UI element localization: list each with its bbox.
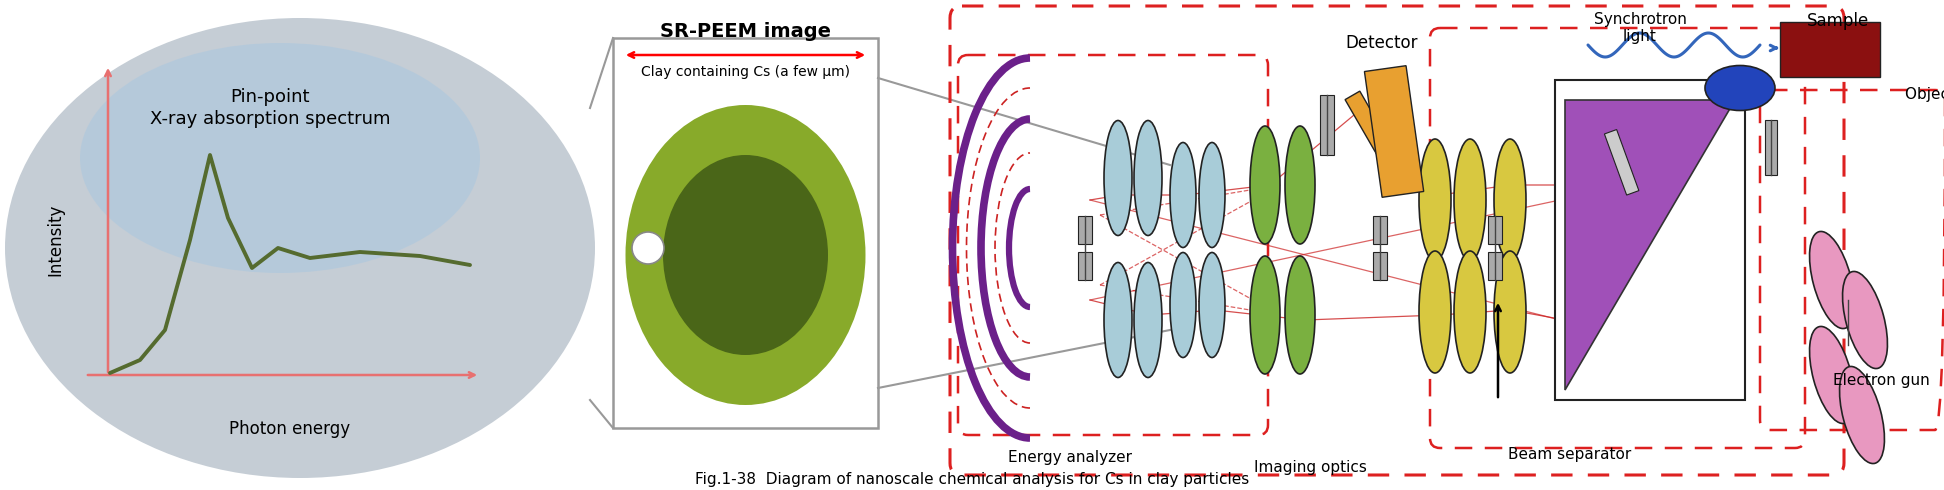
Ellipse shape — [1104, 121, 1131, 236]
Bar — [1781, 22, 1880, 77]
Ellipse shape — [80, 43, 480, 273]
Ellipse shape — [1133, 263, 1163, 377]
Polygon shape — [1365, 66, 1423, 197]
Bar — [1555, 80, 1746, 400]
Bar — [1079, 216, 1093, 244]
Text: Clay containing Cs (a few μm): Clay containing Cs (a few μm) — [642, 65, 850, 79]
Bar — [1487, 216, 1503, 244]
Ellipse shape — [1104, 263, 1131, 377]
Ellipse shape — [1810, 231, 1855, 329]
Text: Energy analyzer: Energy analyzer — [1009, 450, 1131, 465]
Polygon shape — [1345, 91, 1402, 173]
Bar — [1765, 120, 1777, 175]
Ellipse shape — [1419, 251, 1450, 373]
Bar — [1487, 252, 1503, 280]
Text: Electron gun: Electron gun — [1833, 372, 1930, 388]
Ellipse shape — [626, 105, 865, 405]
Text: Detector: Detector — [1345, 34, 1419, 52]
Ellipse shape — [1285, 126, 1314, 244]
Ellipse shape — [1170, 252, 1196, 358]
Ellipse shape — [1839, 367, 1884, 464]
Polygon shape — [1604, 129, 1639, 195]
Bar — [612, 38, 879, 428]
Ellipse shape — [1250, 126, 1279, 244]
Ellipse shape — [1495, 139, 1526, 261]
Text: Pin-point
X-ray absorption spectrum: Pin-point X-ray absorption spectrum — [150, 88, 391, 128]
Ellipse shape — [1843, 271, 1888, 368]
Ellipse shape — [1199, 252, 1225, 358]
Polygon shape — [1565, 100, 1734, 390]
Text: Beam separator: Beam separator — [1509, 447, 1631, 462]
Ellipse shape — [6, 18, 595, 478]
Ellipse shape — [1250, 256, 1279, 374]
Bar — [1079, 252, 1093, 280]
Ellipse shape — [1419, 139, 1450, 261]
Ellipse shape — [1454, 251, 1485, 373]
Text: SR-PEEM image: SR-PEEM image — [661, 22, 830, 41]
Bar — [1372, 216, 1386, 244]
Text: Objective lens: Objective lens — [1905, 88, 1944, 102]
Text: Imaging optics: Imaging optics — [1254, 460, 1367, 475]
Text: Photon energy: Photon energy — [229, 420, 350, 438]
Text: Sample: Sample — [1806, 12, 1868, 30]
Ellipse shape — [663, 155, 828, 355]
Text: Intensity: Intensity — [47, 204, 64, 276]
Text: Fig.1-38  Diagram of nanoscale chemical analysis for Cs in clay particles: Fig.1-38 Diagram of nanoscale chemical a… — [694, 472, 1250, 487]
Ellipse shape — [1170, 143, 1196, 247]
Ellipse shape — [1285, 256, 1314, 374]
Circle shape — [632, 232, 665, 264]
Ellipse shape — [1705, 66, 1775, 111]
Text: Synchrotron
light: Synchrotron light — [1594, 12, 1687, 45]
Bar — [1320, 95, 1334, 155]
Bar — [1372, 252, 1386, 280]
Ellipse shape — [1810, 326, 1855, 423]
Ellipse shape — [1133, 121, 1163, 236]
Ellipse shape — [1454, 139, 1485, 261]
Ellipse shape — [1495, 251, 1526, 373]
Ellipse shape — [1199, 143, 1225, 247]
